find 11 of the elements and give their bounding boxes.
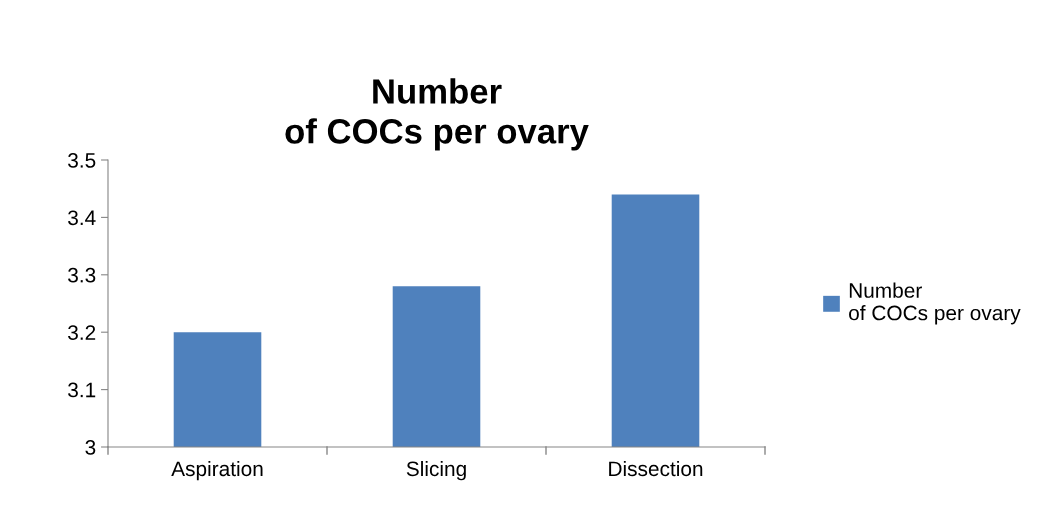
y-tick-label: 3.5 [68, 153, 96, 168]
y-tick-label: 3.2 [68, 325, 96, 340]
chart-title: Number of COCs per ovary [285, 78, 589, 151]
x-tick-label: Slicing [406, 460, 466, 481]
y-tick-label: 3.4 [68, 210, 96, 226]
x-tick-label: Dissection [609, 460, 703, 477]
legend-label: Number of COCs per ovary [849, 282, 1021, 325]
x-tick-label: Aspiration [171, 460, 263, 481]
y-tick-label: 3 [85, 440, 96, 455]
y-tick-label: 3.1 [68, 382, 96, 398]
y-tick-label: 3.3 [68, 267, 96, 283]
